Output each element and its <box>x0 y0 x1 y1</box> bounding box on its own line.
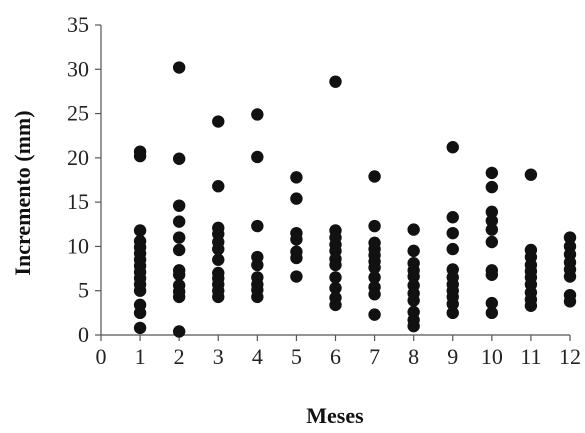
x-tick-label: 10 <box>481 344 503 369</box>
y-tick-label: 5 <box>78 278 89 303</box>
x-tick-label: 4 <box>252 344 263 369</box>
data-point <box>485 306 499 320</box>
data-point <box>172 61 186 74</box>
y-tick-label: 35 <box>67 12 89 37</box>
data-point <box>329 298 342 312</box>
data-points <box>133 61 577 338</box>
data-point <box>172 268 186 281</box>
data-point <box>290 251 303 265</box>
y-tick-label: 30 <box>67 56 89 81</box>
data-point <box>133 149 147 163</box>
data-point <box>524 299 538 312</box>
data-point <box>290 192 303 205</box>
data-point <box>172 325 186 338</box>
data-point <box>485 166 499 180</box>
data-point <box>290 233 303 246</box>
data-point <box>368 288 381 301</box>
data-point <box>368 261 381 274</box>
data-point <box>172 215 186 228</box>
data-point <box>172 152 186 165</box>
data-point <box>212 242 225 256</box>
data-point <box>485 205 499 219</box>
data-point <box>524 168 538 181</box>
x-tick-label: 3 <box>213 344 224 369</box>
data-point <box>407 270 420 283</box>
y-tick-label: 25 <box>67 101 89 126</box>
data-point <box>251 290 264 304</box>
data-point <box>290 171 303 184</box>
data-point <box>485 214 499 227</box>
data-point <box>485 180 499 194</box>
y-tick-label: 20 <box>67 145 89 170</box>
y-axis-title: Incremento (mm) <box>10 110 35 275</box>
y-tick-label: 15 <box>67 189 89 214</box>
data-point <box>446 141 459 154</box>
data-point <box>212 115 225 128</box>
data-point <box>485 223 499 236</box>
data-point <box>133 224 147 237</box>
data-point <box>172 243 186 257</box>
y-axis-ticks: 0 5 10 15 20 25 30 35 <box>67 12 101 347</box>
data-point <box>446 242 459 256</box>
x-axis-title: Meses <box>306 403 364 428</box>
data-point <box>446 226 459 240</box>
data-point <box>329 281 342 295</box>
data-point <box>563 270 577 283</box>
data-point <box>251 219 264 233</box>
x-tick-label: 6 <box>330 344 341 369</box>
data-point <box>407 223 420 236</box>
data-point <box>212 253 225 266</box>
data-point <box>446 297 459 311</box>
data-point <box>290 270 303 283</box>
data-point <box>368 219 381 233</box>
data-point <box>368 170 381 183</box>
data-point <box>329 75 342 88</box>
data-point <box>212 290 225 304</box>
data-point <box>368 308 381 321</box>
y-tick-label: 10 <box>67 233 89 258</box>
data-point <box>407 319 420 333</box>
x-tick-label: 7 <box>369 344 380 369</box>
x-tick-label: 12 <box>559 344 581 369</box>
data-point <box>368 271 381 284</box>
data-point <box>212 180 225 193</box>
data-point <box>563 295 577 308</box>
data-point <box>407 244 420 258</box>
data-point <box>485 235 499 249</box>
data-point <box>172 231 186 244</box>
x-tick-label: 5 <box>291 344 302 369</box>
data-point <box>133 284 147 297</box>
data-point <box>172 290 186 304</box>
x-tick-label: 2 <box>174 344 185 369</box>
data-point <box>133 321 147 335</box>
x-tick-label: 0 <box>96 344 107 369</box>
data-point <box>446 306 459 320</box>
data-point <box>251 108 264 121</box>
data-point <box>133 306 147 320</box>
x-tick-label: 9 <box>447 344 458 369</box>
y-tick-label: 0 <box>78 322 89 347</box>
data-point <box>407 294 420 307</box>
x-axis-ticks: 0 1 2 3 4 5 6 7 8 9 10 11 12 <box>96 335 581 369</box>
data-point <box>563 231 577 244</box>
data-point <box>172 199 186 212</box>
data-point <box>446 211 459 224</box>
data-point <box>329 271 342 284</box>
x-tick-label: 8 <box>408 344 419 369</box>
data-point <box>485 268 499 281</box>
data-point <box>485 296 499 310</box>
x-tick-label: 11 <box>520 344 541 369</box>
data-point <box>251 258 264 272</box>
data-point <box>251 150 264 164</box>
data-point <box>329 258 342 272</box>
x-tick-label: 1 <box>135 344 146 369</box>
